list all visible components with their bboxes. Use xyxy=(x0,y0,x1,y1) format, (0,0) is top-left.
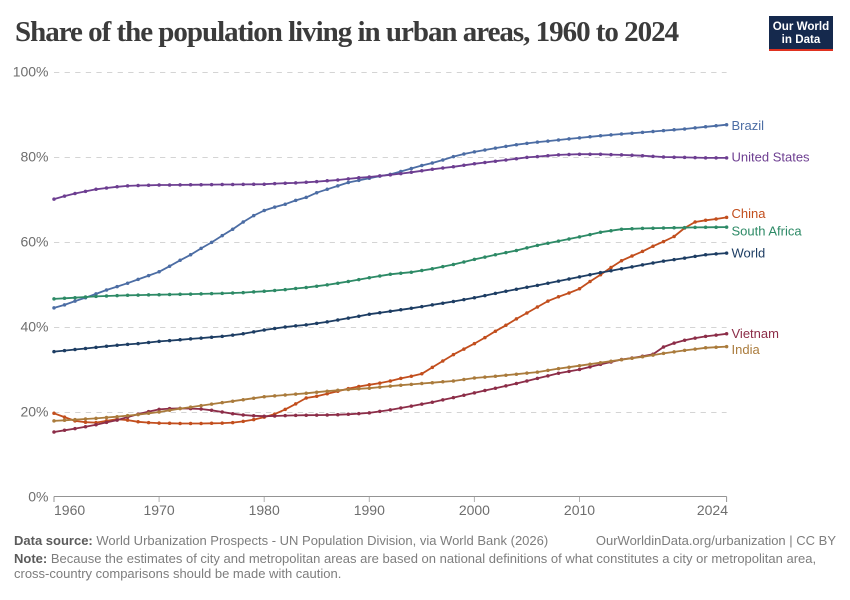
svg-text:1990: 1990 xyxy=(354,502,385,518)
svg-text:World: World xyxy=(732,245,766,260)
svg-text:China: China xyxy=(732,206,767,221)
svg-text:2024: 2024 xyxy=(697,502,728,518)
svg-text:1970: 1970 xyxy=(144,502,175,518)
svg-text:United States: United States xyxy=(732,150,811,165)
svg-text:20%: 20% xyxy=(20,404,48,420)
svg-text:80%: 80% xyxy=(20,149,48,165)
svg-text:1960: 1960 xyxy=(54,502,85,518)
svg-text:Vietnam: Vietnam xyxy=(732,326,779,341)
svg-text:60%: 60% xyxy=(20,234,48,250)
svg-text:0%: 0% xyxy=(28,489,48,505)
svg-text:40%: 40% xyxy=(20,319,48,335)
svg-text:1980: 1980 xyxy=(249,502,280,518)
svg-text:South Africa: South Africa xyxy=(732,223,803,238)
svg-text:India: India xyxy=(732,342,761,357)
svg-text:2010: 2010 xyxy=(564,502,595,518)
svg-text:Brazil: Brazil xyxy=(732,118,765,133)
svg-text:2000: 2000 xyxy=(459,502,490,518)
svg-text:100%: 100% xyxy=(13,64,49,80)
